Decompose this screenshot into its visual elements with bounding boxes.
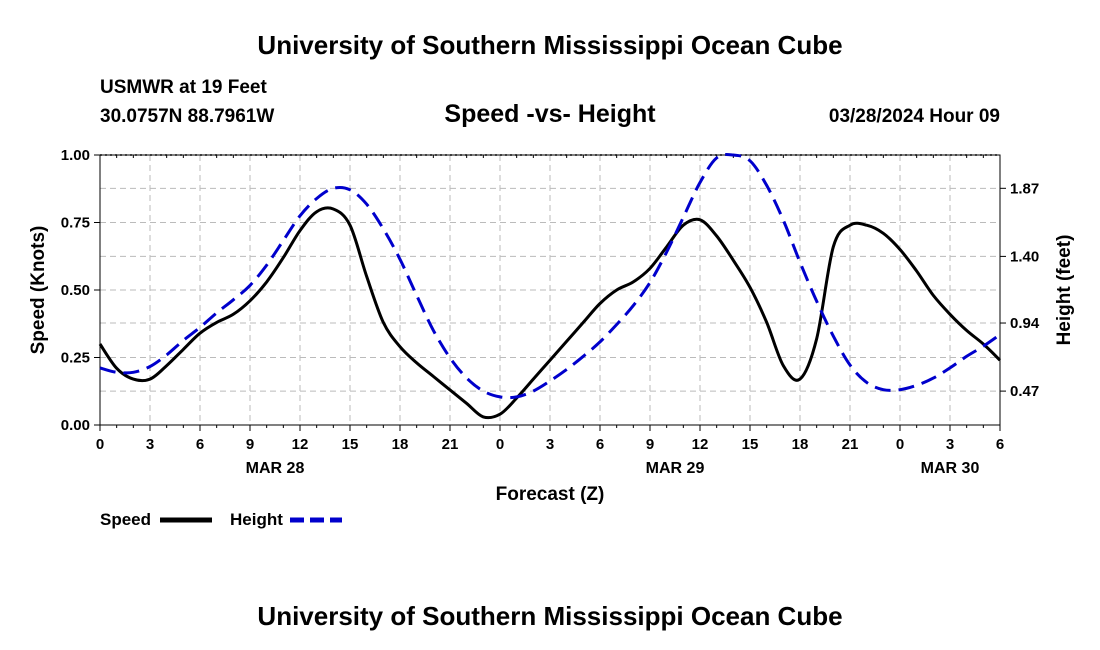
x-tick-label: 15 xyxy=(742,436,759,453)
y-tick-label: 0.25 xyxy=(61,350,90,367)
x-tick-label: 0 xyxy=(496,436,504,453)
legend-height-label: Height xyxy=(230,510,283,529)
x-tick-label: 12 xyxy=(692,436,709,453)
x-tick-label: 3 xyxy=(946,436,954,453)
forecast-datetime: 03/28/2024 Hour 09 xyxy=(828,106,1000,127)
x-tick-label: 18 xyxy=(792,436,809,453)
axis-ticks xyxy=(94,154,1006,431)
series-lines xyxy=(98,152,1002,420)
x-tick-label: 12 xyxy=(292,436,309,453)
y2-tick-label: 0.47 xyxy=(1010,383,1039,400)
y2-tick-label: 0.94 xyxy=(1010,315,1040,332)
legend-speed-label: Speed xyxy=(100,510,151,529)
chart-title-top: University of Southern Mississippi Ocean… xyxy=(257,30,843,60)
chart-subtitle: Speed -vs- Height xyxy=(444,100,656,128)
y-tick-label: 1.00 xyxy=(61,147,90,164)
date-label: MAR 30 xyxy=(921,460,980,477)
x-tick-label: 0 xyxy=(896,436,904,453)
y2-tick-label: 1.87 xyxy=(1010,180,1039,197)
series-height-line xyxy=(99,152,1001,400)
legend: Speed Height xyxy=(100,510,342,529)
x-tick-label: 6 xyxy=(596,436,604,453)
x-tick-label: 6 xyxy=(996,436,1004,453)
x-axis-label: Forecast (Z) xyxy=(496,484,605,505)
x-tick-label: 21 xyxy=(442,436,459,453)
y-axis-label: Speed (Knots) xyxy=(28,226,49,355)
x-tick-label: 3 xyxy=(146,436,154,453)
x-tick-label: 0 xyxy=(96,436,104,453)
x-tick-label: 6 xyxy=(196,436,204,453)
station-coordinates: 30.0757N 88.7961W xyxy=(100,106,275,127)
x-tick-label: 15 xyxy=(342,436,359,453)
chart-title-bottom: University of Southern Mississippi Ocean… xyxy=(257,601,843,631)
date-label: MAR 29 xyxy=(646,460,705,477)
y-tick-label: 0.00 xyxy=(61,417,90,434)
station-label: USMWR at 19 Feet xyxy=(100,77,267,98)
x-tick-label: 3 xyxy=(546,436,554,453)
date-label: MAR 28 xyxy=(246,460,305,477)
y-tick-label: 0.75 xyxy=(61,215,90,232)
y-tick-label: 0.50 xyxy=(61,282,90,299)
x-tick-label: 18 xyxy=(392,436,409,453)
y2-axis-label: Height (feet) xyxy=(1054,235,1075,346)
y2-tick-label: 1.40 xyxy=(1010,248,1039,265)
x-tick-label: 21 xyxy=(842,436,859,453)
x-tick-label: 9 xyxy=(646,436,654,453)
x-tick-label: 9 xyxy=(246,436,254,453)
grid xyxy=(100,154,1000,425)
series-speed-line xyxy=(98,206,1002,420)
axis-labels: 0 3 6 9 12 15 18 21 0 3 6 9 12 15 18 21 0 3 6 0.00 0.25 0.50 0… xyxy=(61,147,1040,477)
